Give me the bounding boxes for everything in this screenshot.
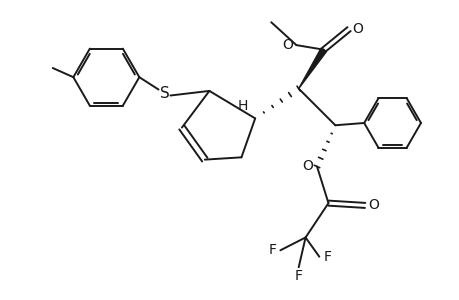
Text: O: O [351, 22, 362, 36]
Text: F: F [268, 243, 275, 257]
Text: O: O [367, 198, 378, 212]
Text: O: O [302, 160, 313, 173]
Text: O: O [282, 38, 293, 52]
Text: S: S [159, 86, 169, 101]
Polygon shape [298, 48, 326, 88]
Text: H: H [237, 99, 247, 112]
Text: F: F [323, 250, 331, 264]
Text: F: F [294, 269, 302, 284]
